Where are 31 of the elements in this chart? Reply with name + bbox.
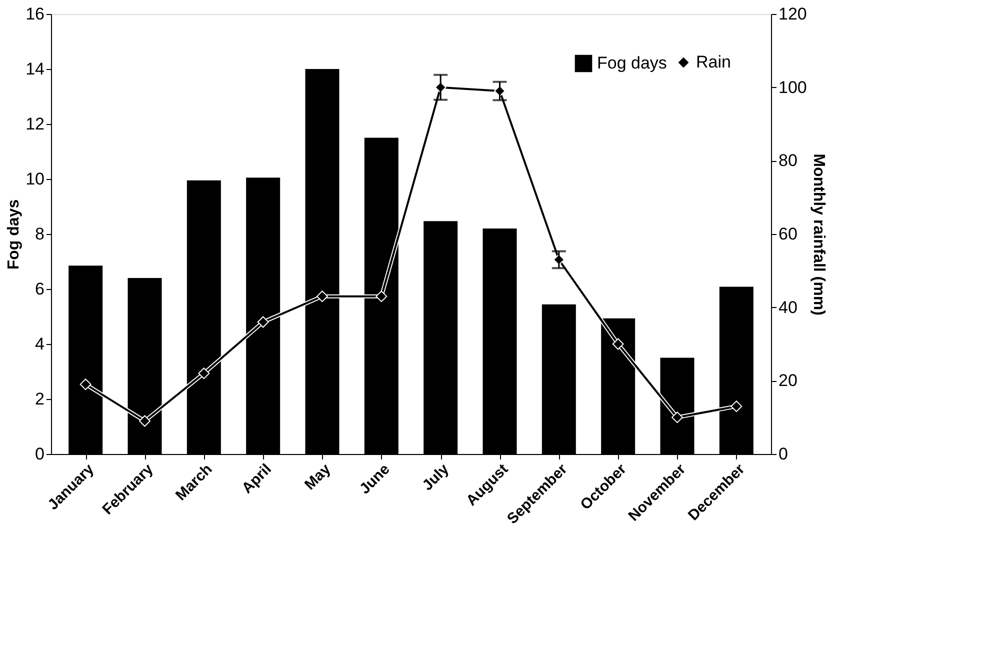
point: [730, 400, 742, 412]
y2-tick-label: 60: [778, 224, 798, 244]
point: [198, 368, 210, 380]
legend-label: Fog days: [597, 54, 667, 72]
point: [139, 415, 150, 427]
y2-tick-label: 120: [778, 4, 807, 24]
y2-tick-label: 100: [778, 78, 807, 97]
y2-tick-label: 0: [778, 444, 788, 464]
y-tick-label: 0: [35, 444, 44, 464]
y2-axis-title: Monthly rainfall (mm): [810, 154, 827, 316]
y2-tick-label: 20: [778, 371, 798, 390]
point: [257, 316, 269, 328]
y-tick-label: 12: [26, 114, 44, 134]
point: [80, 378, 92, 390]
point: [376, 290, 388, 302]
point: [612, 338, 624, 350]
y-tick-label: 2: [35, 390, 44, 408]
point: [672, 412, 683, 424]
legend-label: Rain: [696, 52, 731, 72]
y-tick-label: 14: [26, 60, 44, 78]
y2-tick-label: 80: [778, 151, 798, 170]
x-tick-label: July: [419, 460, 453, 494]
y-tick-label: 10: [26, 170, 44, 188]
y-tick-label: 16: [26, 4, 44, 24]
y-tick-label: 6: [35, 280, 44, 298]
point: [316, 290, 328, 302]
y2-tick-label: 40: [778, 298, 798, 317]
y-tick-label: 4: [35, 334, 44, 354]
y-axis-title: Fog days: [6, 199, 23, 270]
x-tick-label: May: [301, 460, 335, 494]
y-tick-label: 8: [35, 224, 44, 244]
